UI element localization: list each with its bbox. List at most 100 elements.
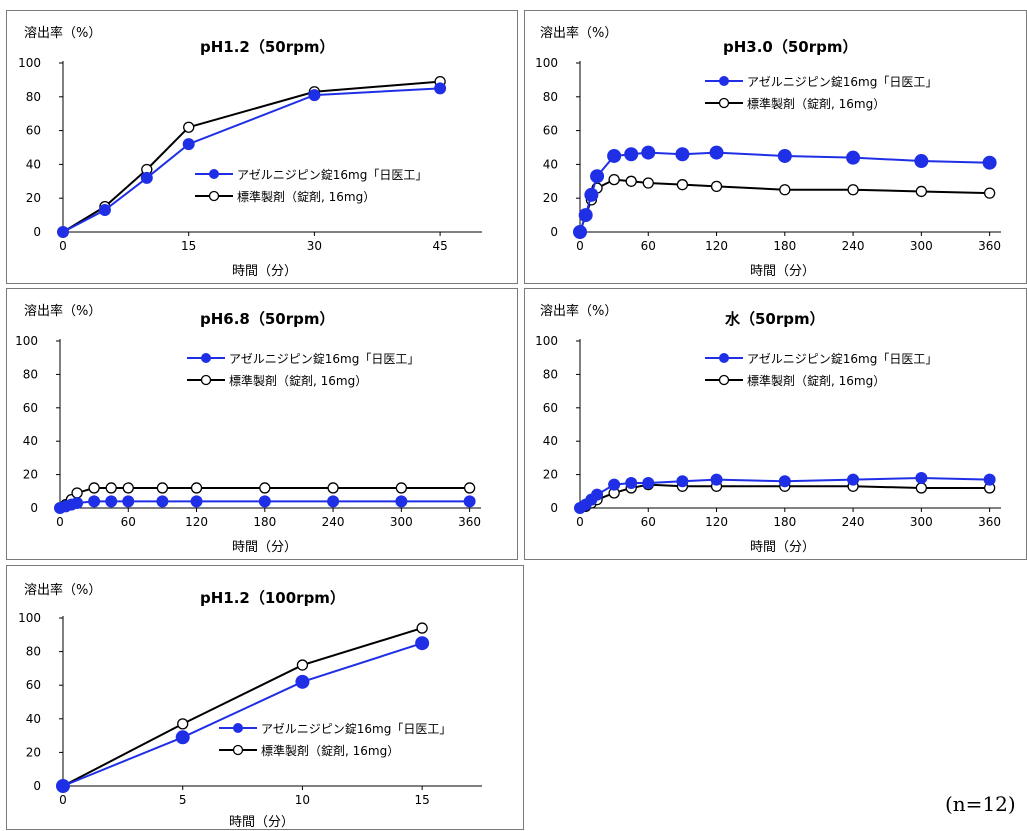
data-point-test <box>463 495 476 508</box>
y-tick-label: 40 <box>26 157 41 171</box>
x-axis-label: 時間（分） <box>229 815 295 830</box>
y-tick-label: 60 <box>23 401 38 415</box>
y-tick-label: 40 <box>26 712 41 726</box>
data-point-test <box>983 473 996 486</box>
legend-label-reference: 標準製剤（錠剤, 16mg） <box>747 374 886 388</box>
y-tick-label: 100 <box>18 56 41 70</box>
data-point-reference <box>642 177 654 189</box>
y-tick-label: 0 <box>33 225 41 239</box>
data-point-test <box>590 169 605 184</box>
data-point-test <box>641 145 656 160</box>
data-point-test <box>395 495 408 508</box>
data-point-reference <box>847 184 859 196</box>
data-point-reference <box>183 121 195 133</box>
data-point-test <box>846 150 861 165</box>
data-point-test <box>156 495 169 508</box>
data-point-reference <box>915 185 928 198</box>
data-point-reference <box>190 482 203 494</box>
data-point-reference <box>88 482 100 494</box>
legend-marker-test <box>705 353 743 363</box>
x-tick-label: 0 <box>576 515 584 529</box>
chart-title: pH3.0（50rpm） <box>723 38 858 56</box>
x-tick-label: 300 <box>390 515 413 529</box>
data-point-test <box>105 495 118 508</box>
x-tick-label: 0 <box>59 239 67 253</box>
data-point-test <box>709 145 724 160</box>
y-tick-label: 20 <box>23 468 38 482</box>
sample-size-note: (n=12) <box>945 792 1016 816</box>
x-tick-label: 360 <box>978 515 1001 529</box>
legend-label-reference: 標準製剤（錠剤, 16mg） <box>261 744 400 758</box>
series-line-test <box>62 87 441 233</box>
data-point-test <box>190 495 203 508</box>
data-point-test <box>308 89 321 102</box>
y-axis-label: 溶出率（%） <box>24 583 102 598</box>
data-point-test <box>182 138 195 151</box>
plot-area: 0 20 40 60 80 100 0 5 10 15 <box>18 611 482 807</box>
x-tick-label: 240 <box>322 515 345 529</box>
data-point-reference <box>915 482 928 494</box>
data-point-test <box>625 476 638 489</box>
x-axis-label: 時間（分） <box>232 264 298 279</box>
y-tick-label: 60 <box>543 124 558 138</box>
y-tick-label: 0 <box>30 501 38 515</box>
data-point-test <box>573 225 587 239</box>
data-point-test <box>584 187 599 202</box>
legend-label-reference: 標準製剤（錠剤, 16mg） <box>229 374 368 388</box>
x-tick-label: 60 <box>121 515 136 529</box>
y-tick-label: 80 <box>543 367 558 381</box>
x-tick-label: 180 <box>253 515 276 529</box>
y-tick-label: 40 <box>23 434 38 448</box>
data-point-reference <box>259 482 271 494</box>
chart-title: pH6.8（50rpm） <box>200 310 335 328</box>
y-axis-label: 溶出率（%） <box>24 26 102 41</box>
data-point-reference <box>416 622 428 634</box>
y-tick-label: 80 <box>23 367 38 381</box>
legend-label-test: アゼルニジピン錠16mg「日医工」 <box>229 352 420 366</box>
y-tick-label: 0 <box>550 501 558 515</box>
legend-marker-test <box>219 723 257 733</box>
plot-area: 0 20 40 60 80 100 0 60 120 180 240 300 360 <box>535 334 1001 529</box>
x-tick-label: 360 <box>978 239 1001 253</box>
data-point-test <box>295 674 310 689</box>
data-point-reference <box>177 718 189 730</box>
data-point-test <box>591 488 604 501</box>
y-tick-label: 0 <box>33 779 41 793</box>
data-point-test <box>140 171 153 184</box>
data-point-test <box>434 82 447 95</box>
data-point-test <box>608 478 621 491</box>
data-point-reference <box>122 482 134 494</box>
data-point-reference <box>676 179 689 191</box>
data-point-reference <box>983 187 996 199</box>
legend-marker-reference <box>187 374 225 386</box>
chart-panel-ph68-50rpm: 溶出率（%） pH6.8（50rpm） 0 20 40 60 80 100 0 60 120 18… <box>6 288 518 560</box>
series-line-test <box>62 642 423 787</box>
y-axis-label: 溶出率（%） <box>540 26 618 41</box>
data-point-test <box>327 495 340 508</box>
x-tick-label: 15 <box>181 239 196 253</box>
data-point-test <box>98 204 111 217</box>
y-tick-label: 20 <box>26 191 41 205</box>
x-tick-label: 45 <box>432 239 447 253</box>
plot-area: 0 20 40 60 80 100 0 60 120 180 240 300 360 <box>15 334 481 529</box>
data-point-reference <box>105 482 117 494</box>
chart-panel-ph12-100rpm: 溶出率（%） pH1.2（100rpm） 0 20 40 60 80 100 0 5 10 15 … <box>6 565 524 830</box>
data-point-test <box>122 495 135 508</box>
x-tick-label: 300 <box>910 239 933 253</box>
chart-panel-ph12-50rpm: 溶出率（%） pH1.2（50rpm） 0 20 40 60 80 100 0 15 30 45 … <box>6 10 518 284</box>
data-point-test <box>624 147 639 162</box>
y-tick-label: 0 <box>550 225 558 239</box>
x-tick-label: 15 <box>415 793 430 807</box>
legend-label-reference: 標準製剤（錠剤, 16mg） <box>237 190 376 204</box>
x-tick-label: 0 <box>56 515 64 529</box>
x-tick-label: 30 <box>307 239 322 253</box>
chart-panel-ph30-50rpm: 溶出率（%） pH3.0（50rpm） 0 20 40 60 80 100 0 60 120 18… <box>524 10 1027 284</box>
legend-label-reference: 標準製剤（錠剤, 16mg） <box>747 97 886 111</box>
data-point-reference <box>156 482 169 494</box>
x-tick-label: 10 <box>295 793 310 807</box>
data-point-test <box>914 154 929 169</box>
y-axis-label: 溶出率（%） <box>540 304 618 319</box>
data-point-test <box>675 147 690 162</box>
y-tick-label: 100 <box>535 56 558 70</box>
legend-marker-reference <box>705 374 743 386</box>
